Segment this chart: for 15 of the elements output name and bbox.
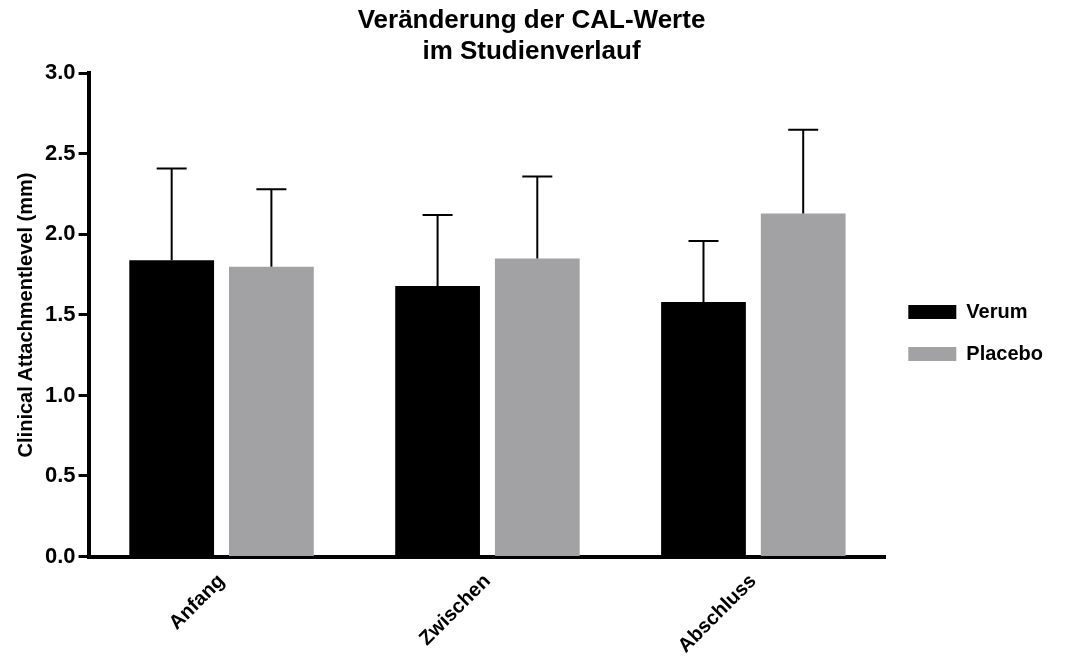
legend-label: Placebo (966, 341, 1043, 364)
bar (229, 266, 314, 557)
y-tick-label: 1.0 (44, 381, 76, 407)
text: Veränderung der CAL-Werte (357, 3, 706, 34)
text: im Studienverlauf (422, 34, 641, 65)
legend-label: Verum (966, 299, 1028, 322)
y-tick-label: 3.0 (44, 59, 76, 85)
y-tick-label: 0.0 (44, 542, 76, 568)
y-tick-label: 2.5 (44, 139, 76, 165)
y-axis-title: Clinical Attachmentlevel (mm) (13, 172, 36, 458)
y-tick-label: 2.0 (44, 220, 76, 246)
y-tick-label: 0.5 (44, 462, 76, 488)
bar (760, 213, 846, 557)
bar (494, 258, 580, 557)
y-tick-label: 1.5 (44, 301, 76, 327)
